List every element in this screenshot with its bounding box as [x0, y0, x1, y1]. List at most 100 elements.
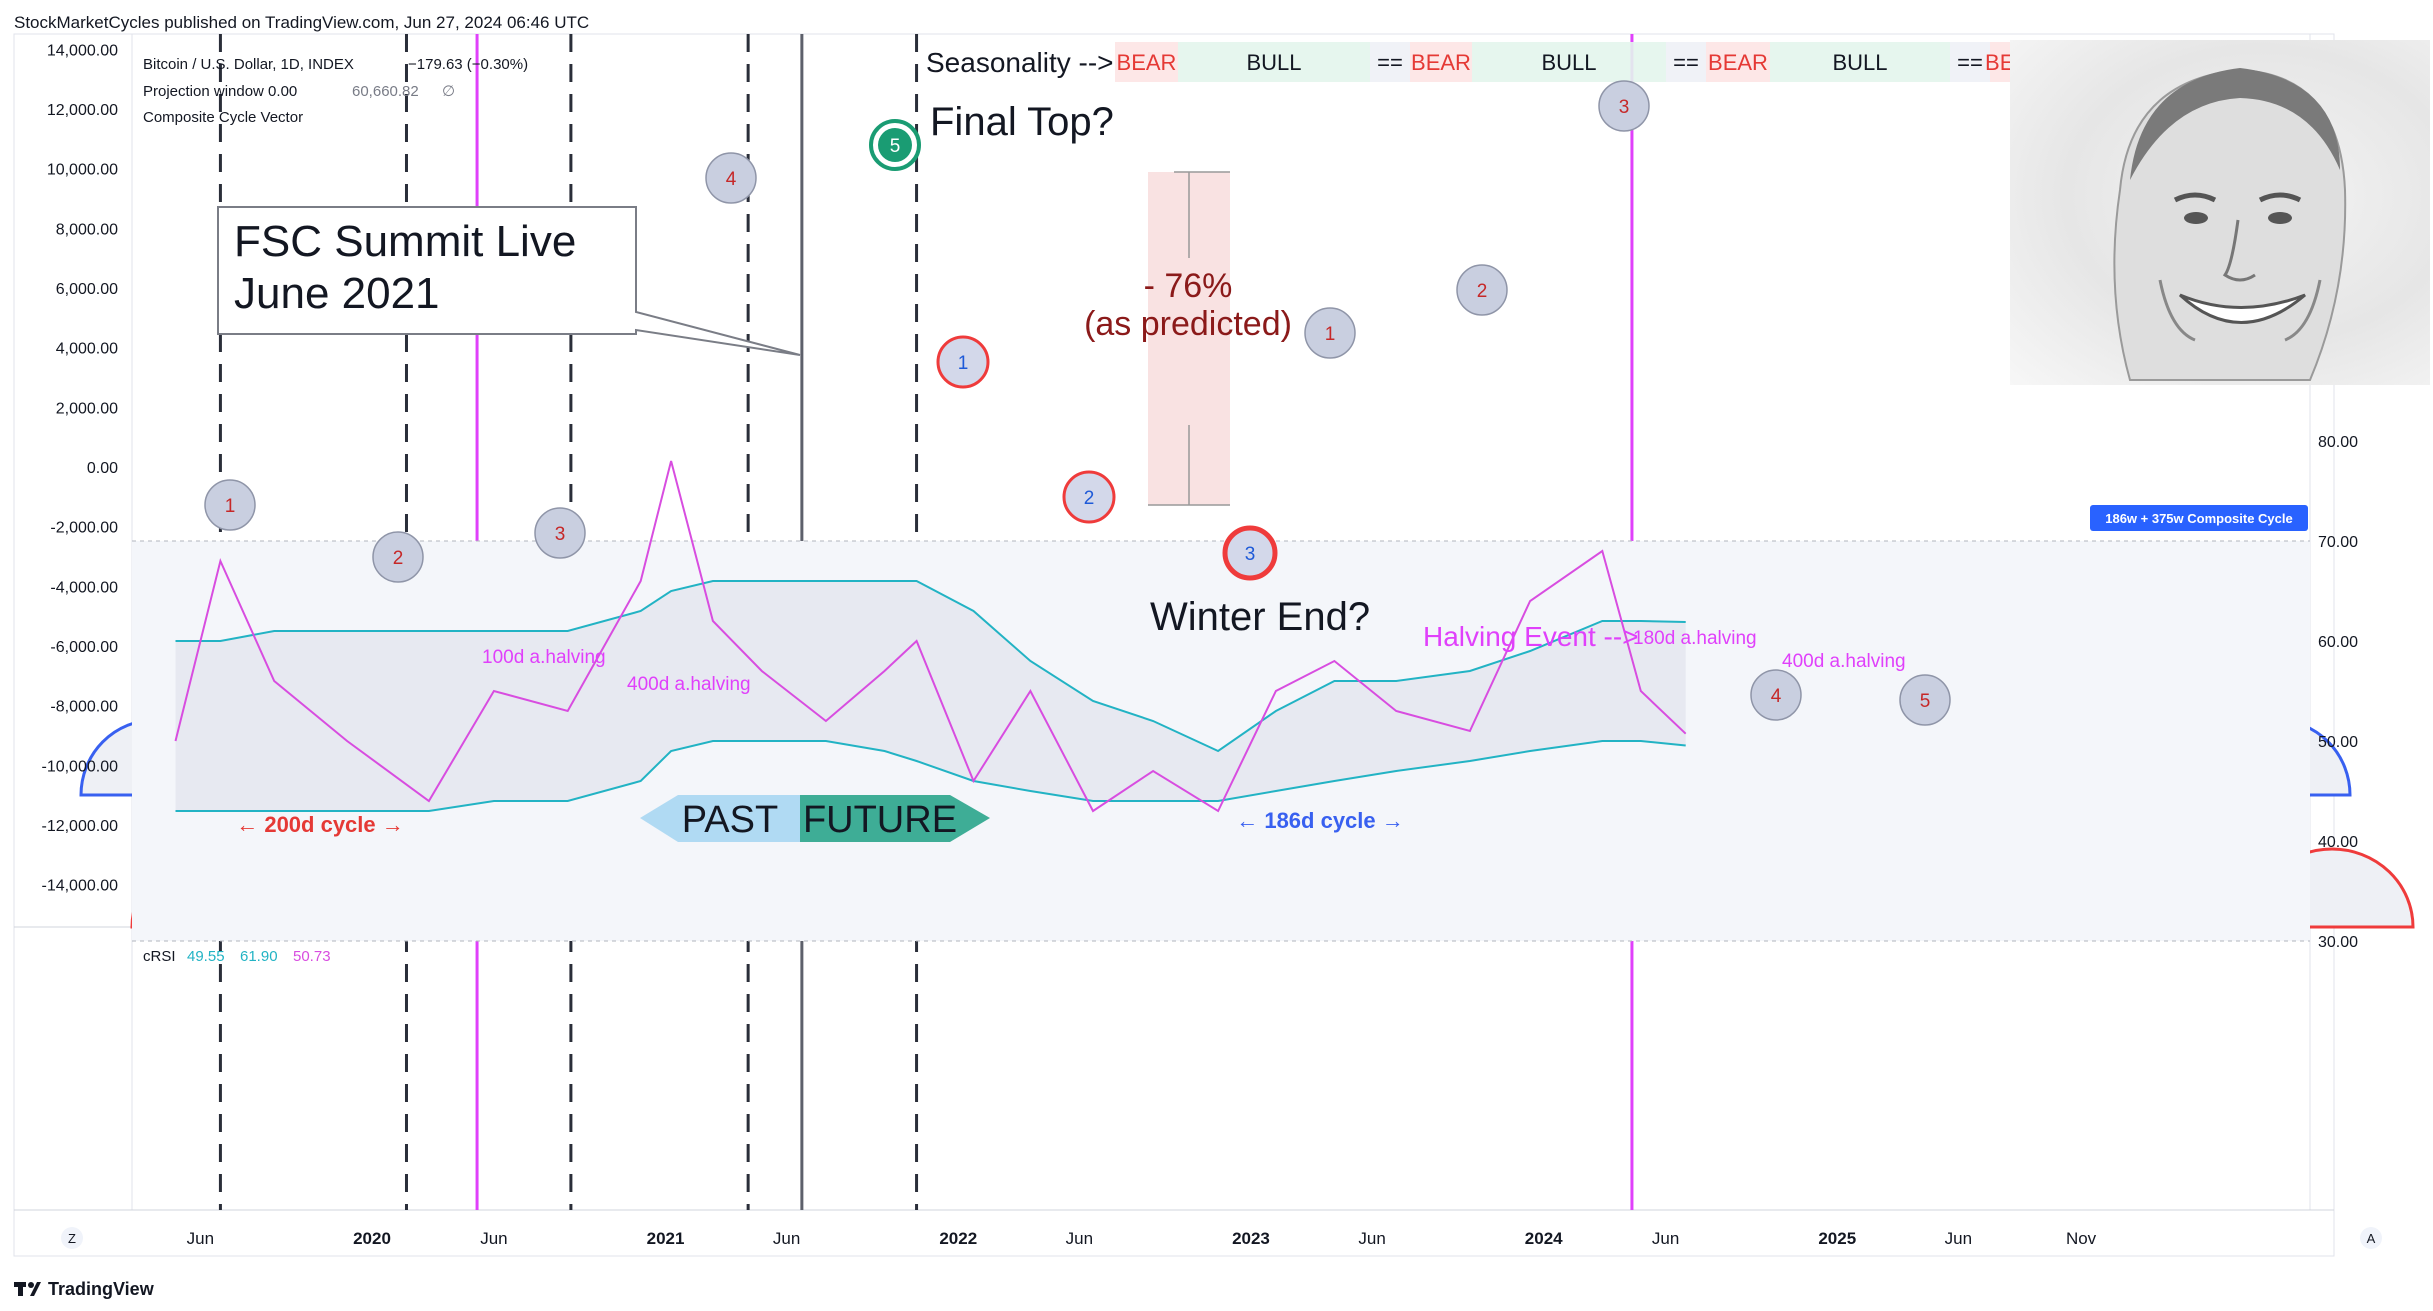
time-axis-tick: Jun [773, 1229, 800, 1248]
halving-180d-label: 180d a.halving [1633, 628, 1757, 649]
portrait-sketch [2113, 68, 2347, 381]
time-axis-tick: 2025 [1818, 1229, 1856, 1248]
seasonality-segment-label: BULL [1246, 50, 1301, 75]
halving-400d-label-2024: 400d a.halving [1782, 651, 1906, 672]
crsi-label[interactable]: cRSI [143, 948, 176, 965]
time-axis-tick: 2020 [353, 1229, 391, 1248]
halving-event-label: Halving Event --> [1423, 621, 1639, 652]
seasonality-segment [1370, 42, 1410, 82]
wave-marker [1899, 674, 1951, 726]
time-axis-tick: Jun [480, 1229, 507, 1248]
crsi-band-fill [175, 581, 1686, 811]
future-label: FUTURE [803, 799, 957, 841]
wave-marker-label: 2 [1477, 281, 1488, 302]
wave-marker [705, 152, 757, 204]
left-axis-tick: 8,000.00 [56, 221, 118, 238]
wave-marker-label: 4 [1771, 686, 1782, 707]
halving-400d-label: 400d a.halving [627, 674, 751, 695]
drop-note-label: (as predicted) [1084, 305, 1292, 343]
seasonality-segment-label: BEAR [1411, 50, 1471, 75]
left-axis-tick: -12,000.00 [41, 818, 118, 835]
left-axis-tick: -4,000.00 [50, 579, 118, 596]
wave-marker-fill [878, 128, 912, 162]
crsi-axis-tick: 40.00 [2318, 834, 2358, 851]
left-axis-tick: -14,000.00 [41, 878, 118, 895]
wave-marker [1062, 470, 1116, 524]
left-axis-tick: 2,000.00 [56, 400, 118, 417]
seasonality-segment [1706, 42, 1770, 82]
seasonality-segment-label: BULL [1832, 50, 1887, 75]
crsi-upper-band [175, 580, 1686, 753]
composite-cycle-tag-label: 186w + 375w Composite Cycle [2105, 511, 2293, 526]
footer-brand: TradingView [48, 1279, 155, 1299]
callout-line-2: June 2021 [234, 269, 440, 318]
seasonality-segment [1950, 42, 1990, 82]
timezone-button[interactable] [61, 1227, 83, 1249]
seasonality-segment [1770, 42, 1950, 82]
wave-marker [1598, 80, 1650, 132]
wave-marker-label: 3 [555, 524, 566, 545]
left-axis-tick: 4,000.00 [56, 341, 118, 358]
time-axis-tick: Nov [2066, 1229, 2097, 1248]
seasonality-segment [1666, 42, 1706, 82]
left-axis-tick: -6,000.00 [50, 639, 118, 656]
seasonality-segment-label: == [1957, 50, 1983, 75]
time-axis-tick: 2023 [1232, 1229, 1270, 1248]
final-top-annotation: Final Top? [930, 100, 1114, 144]
wave-marker [1750, 669, 1802, 721]
left-axis-tick: 10,000.00 [47, 162, 118, 179]
projection-line[interactable]: Projection window 0.00 [143, 83, 297, 100]
future-arrow [800, 795, 990, 842]
cycle-vector-label[interactable]: Composite Cycle Vector [143, 109, 303, 126]
axes-layer: 14,000.0012,000.0010,000.008,000.006,000… [41, 42, 2358, 1248]
crsi-axis-tick: 80.00 [2318, 434, 2358, 451]
time-axis-tick: 2024 [1525, 1229, 1563, 1248]
symbol-line[interactable]: Bitcoin / U.S. Dollar, 1D, INDEX [143, 56, 354, 73]
wave-marker [1304, 307, 1356, 359]
timezone-button-label: Z [68, 1231, 76, 1246]
chart-frame [13, 33, 2335, 1257]
wave-marker-label: 1 [958, 353, 969, 374]
callout-box [217, 206, 801, 356]
wave-marker [204, 479, 256, 531]
time-axis-tick: Jun [1652, 1229, 1679, 1248]
time-axis-tick: 2021 [647, 1229, 685, 1248]
crsi-value-upper: 61.90 [240, 948, 278, 965]
left-axis-tick: -2,000.00 [50, 520, 118, 537]
cycle-186d-label: ← 186d cycle → [1236, 808, 1404, 833]
left-axis-tick: 14,000.00 [47, 42, 118, 59]
wave-marker [372, 531, 424, 583]
crsi-axis-tick: 30.00 [2318, 934, 2358, 951]
crsi-line [174, 460, 1687, 813]
past-arrow [640, 795, 800, 842]
annotations-layer: 4/2210/2912/284/228/1711/3186w + 375w Co… [204, 42, 2308, 842]
seasonality-segment-label: == [1673, 50, 1699, 75]
seasonality-segment [1472, 42, 1666, 82]
seasonality-segment [1178, 42, 1370, 82]
seasonality-segment [1115, 42, 1178, 82]
seasonality-segment-label: BEAR [1708, 50, 1768, 75]
projection-value: 60,660.82 [352, 83, 419, 100]
tradingview-logo-icon[interactable] [14, 1282, 41, 1296]
portrait-image [2010, 40, 2430, 385]
crsi-axis-tick: 70.00 [2318, 534, 2358, 551]
time-axis-tick: Jun [1066, 1229, 1093, 1248]
auto-scale-button-label: A [2367, 1231, 2376, 1246]
wave-marker-label: 5 [1920, 691, 1931, 712]
wave-marker-label: 4 [726, 169, 737, 190]
auto-scale-button[interactable] [2360, 1227, 2382, 1249]
time-axis-tick: Jun [1358, 1229, 1385, 1248]
crsi-lower-band [175, 740, 1686, 812]
crsi-value-lower: 49.55 [187, 948, 225, 965]
wave-marker [1222, 525, 1278, 581]
left-axis-tick: -8,000.00 [50, 699, 118, 716]
crsi-axis-tick: 60.00 [2318, 634, 2358, 651]
time-axis-tick: Jun [1945, 1229, 1972, 1248]
wave-marker-label: 3 [1245, 544, 1256, 565]
crsi-axis-tick: 50.00 [2318, 734, 2358, 751]
left-axis-tick: 12,000.00 [47, 102, 118, 119]
left-axis-tick: 0.00 [87, 460, 118, 477]
wave-marker-label: 2 [1084, 488, 1095, 509]
